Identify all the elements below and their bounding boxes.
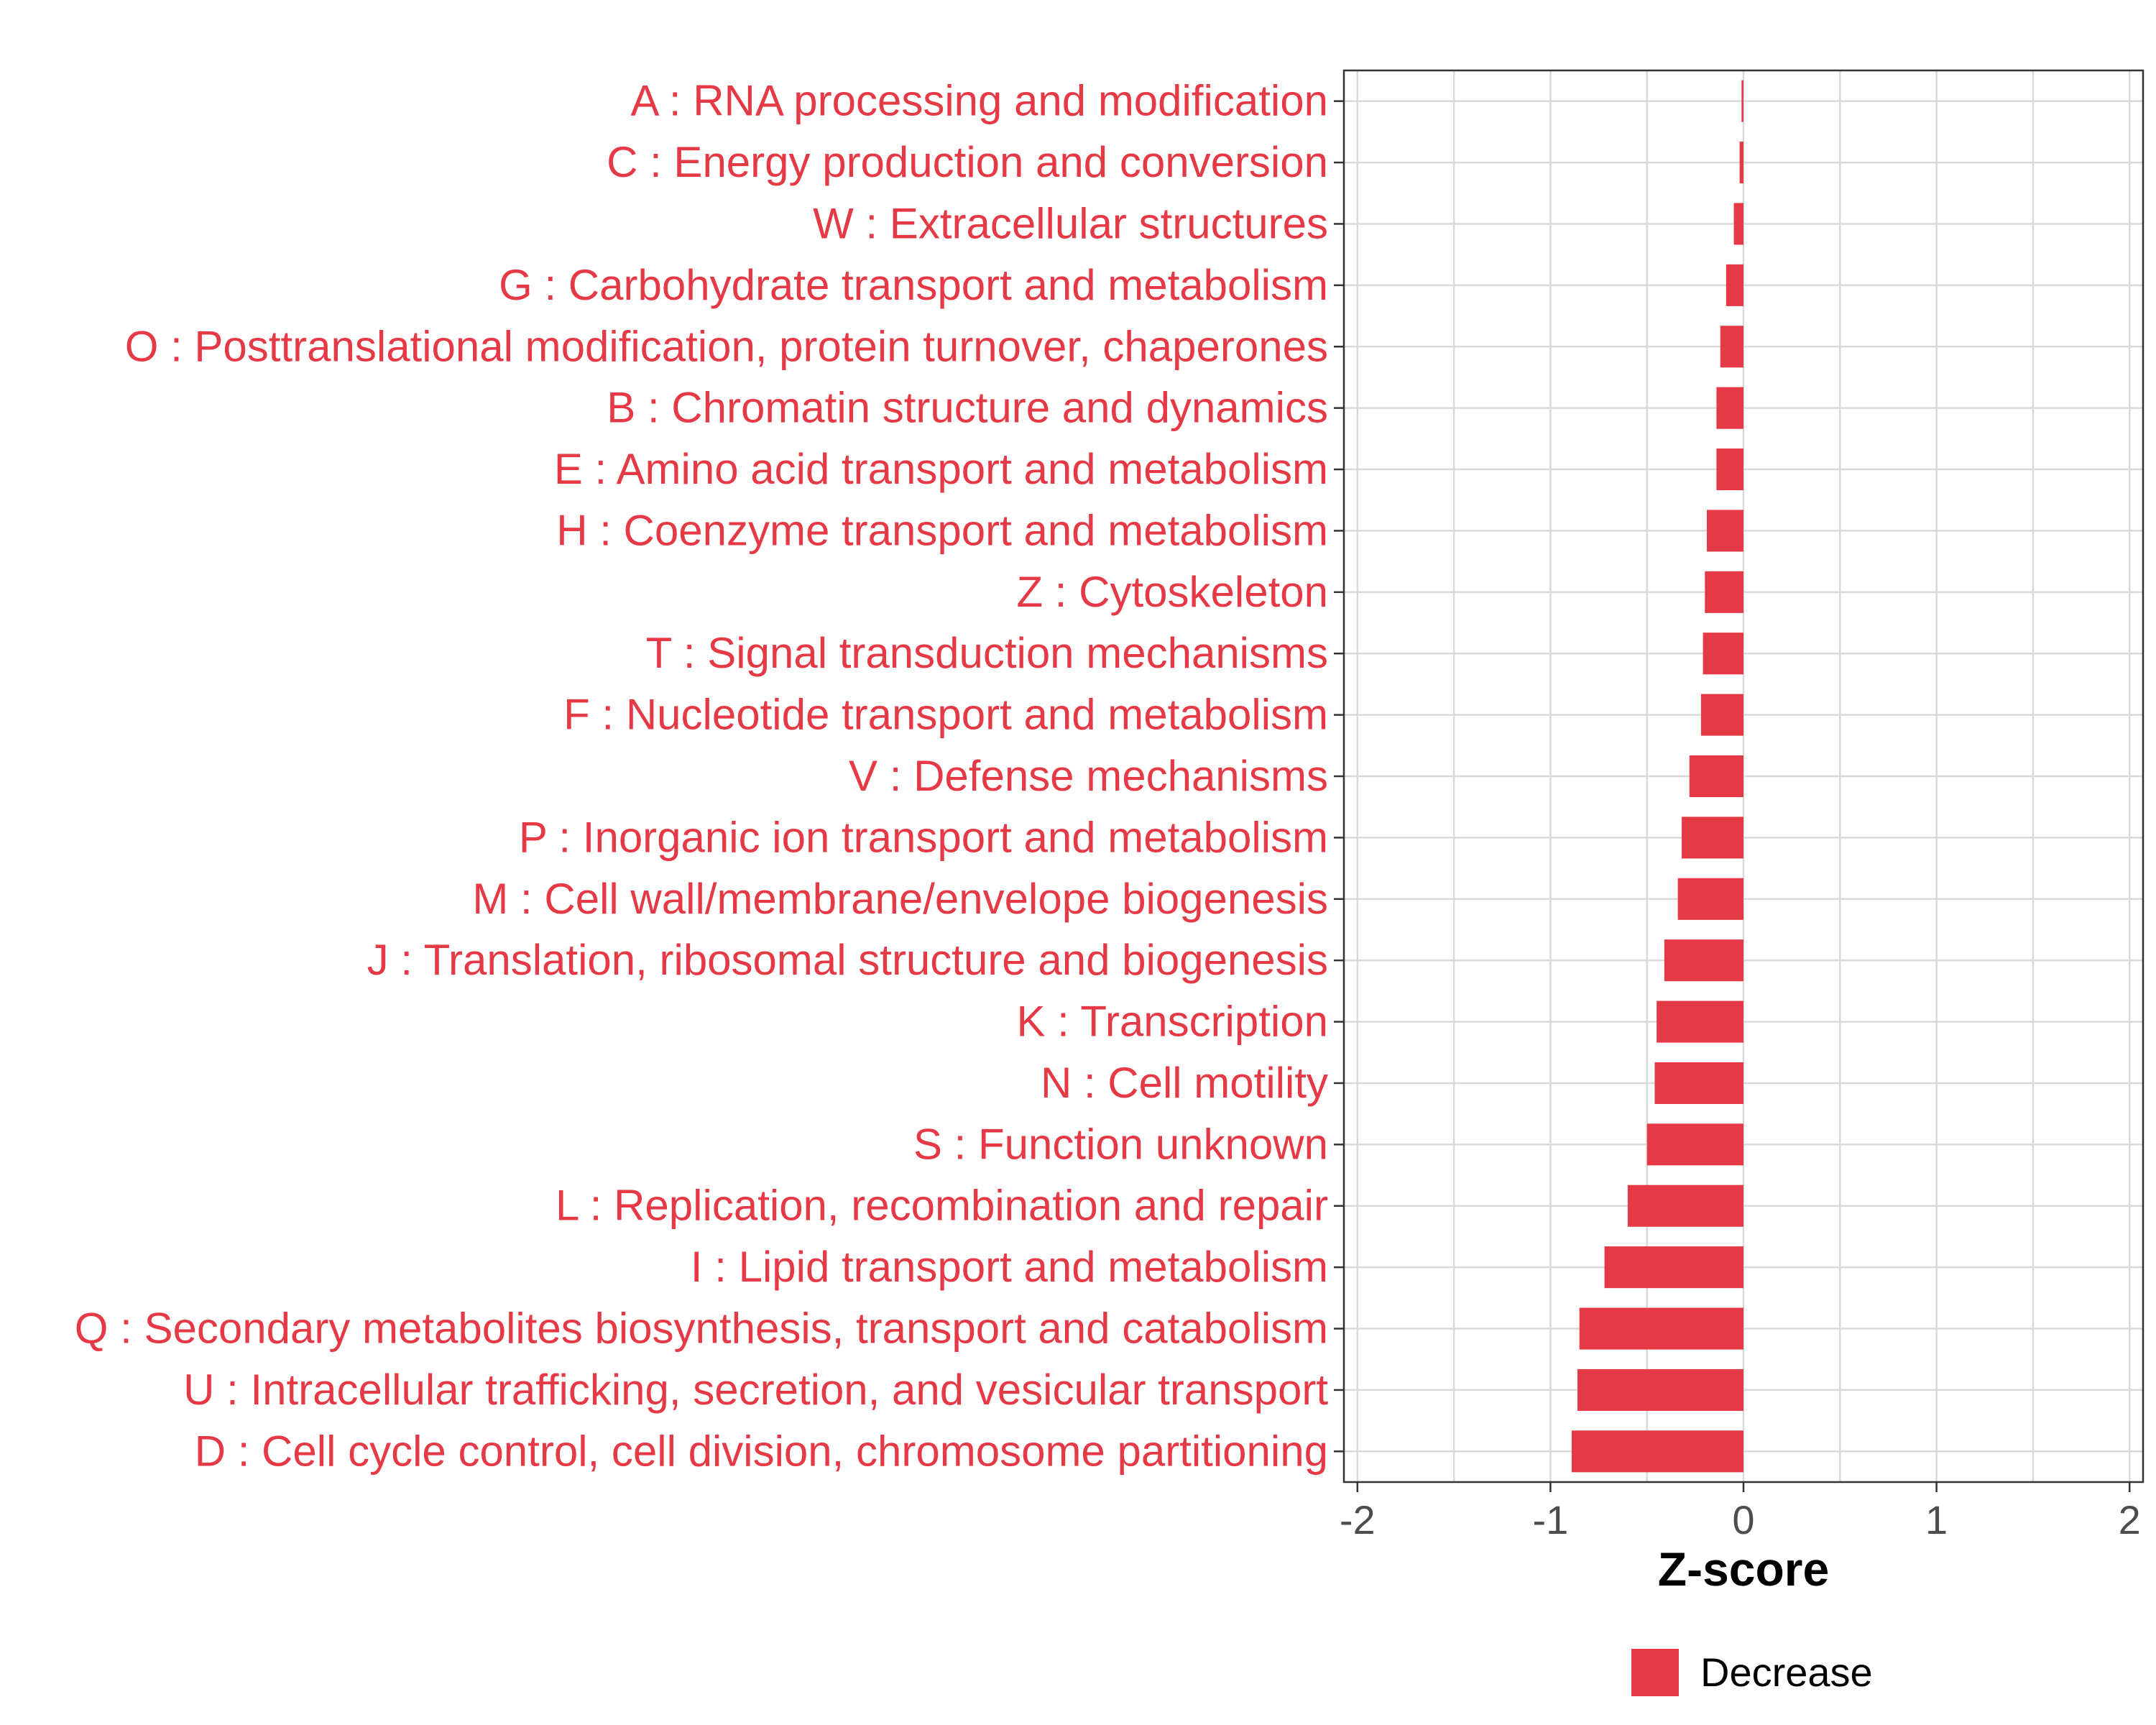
y-axis-ticks (1334, 100, 1344, 1453)
y-tick-label: W : Extracellular structures (813, 199, 1328, 247)
y-tick-label: I : Lipid transport and metabolism (691, 1243, 1328, 1291)
bar (1579, 1307, 1743, 1350)
bar (1726, 264, 1743, 306)
y-tick-label: V : Defense mechanisms (849, 752, 1328, 800)
bar (1741, 80, 1743, 122)
legend-label-decrease: Decrease (1700, 1650, 1873, 1695)
bar (1657, 1000, 1743, 1043)
y-tick-label: G : Carbohydrate transport and metabolis… (499, 261, 1328, 309)
y-tick-label: S : Function unknown (913, 1120, 1328, 1168)
y-tick-label: Q : Secondary metabolites biosynthesis, … (75, 1305, 1328, 1353)
x-tick-label: 2 (2119, 1497, 2141, 1542)
y-tick-label: C : Energy production and conversion (607, 138, 1328, 186)
bar (1703, 632, 1743, 675)
y-tick-label: Z : Cytoskeleton (1016, 568, 1328, 616)
bar (1627, 1184, 1743, 1227)
bar (1720, 326, 1743, 368)
bar (1571, 1430, 1743, 1473)
y-tick-label: H : Coenzyme transport and metabolism (556, 506, 1328, 554)
legend-key-decrease (1631, 1649, 1679, 1696)
y-tick-label: P : Inorganic ion transport and metaboli… (519, 813, 1328, 861)
y-tick-label: D : Cell cycle control, cell division, c… (195, 1427, 1328, 1475)
bar (1682, 816, 1743, 859)
y-tick-label: T : Signal transduction mechanisms (646, 629, 1328, 677)
bar (1677, 878, 1743, 920)
bar (1739, 142, 1743, 184)
y-tick-label: F : Nucleotide transport and metabolism (563, 691, 1328, 739)
bar (1664, 939, 1743, 982)
y-tick-label: N : Cell motility (1041, 1059, 1328, 1107)
x-tick-label: 1 (1925, 1497, 1948, 1542)
x-tick-label: 0 (1732, 1497, 1754, 1542)
bar (1700, 694, 1743, 736)
bar (1716, 387, 1743, 429)
bar (1706, 510, 1743, 552)
legend: Decrease (1631, 1649, 1873, 1696)
x-tick-label: -2 (1340, 1497, 1376, 1542)
x-axis-title: Z-score (1658, 1542, 1829, 1596)
y-tick-label: J : Translation, ribosomal structure and… (367, 936, 1328, 984)
bar (1733, 203, 1743, 245)
y-tick-label: A : RNA processing and modification (630, 77, 1328, 125)
y-tick-label: O : Posttranslational modification, prot… (125, 322, 1328, 370)
y-axis-category-labels: A : RNA processing and modification C : E… (75, 77, 1329, 1476)
y-tick-label: U : Intracellular trafficking, secretion… (183, 1366, 1328, 1414)
x-axis-tick-labels: -2 -1 0 1 2 (1340, 1497, 2141, 1542)
y-tick-label: L : Replication, recombination and repai… (556, 1182, 1328, 1230)
bar (1716, 448, 1743, 491)
bar (1646, 1123, 1743, 1166)
bar (1689, 755, 1743, 798)
x-tick-label: -1 (1533, 1497, 1569, 1542)
y-tick-label: M : Cell wall/membrane/envelope biogenes… (472, 875, 1328, 923)
y-tick-label: E : Amino acid transport and metabolism (554, 445, 1328, 493)
x-axis-ticks (1356, 1482, 2131, 1492)
bar (1604, 1246, 1743, 1289)
bar (1577, 1368, 1743, 1411)
bar (1654, 1062, 1743, 1104)
bars (1571, 80, 1743, 1473)
y-tick-label: B : Chromatin structure and dynamics (607, 384, 1328, 432)
y-tick-label: K : Transcription (1016, 998, 1328, 1046)
bar (1705, 571, 1743, 613)
